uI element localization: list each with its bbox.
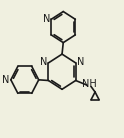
Text: N: N (40, 57, 47, 67)
Text: N: N (2, 75, 10, 85)
Text: NH: NH (82, 79, 96, 89)
Text: N: N (77, 57, 84, 67)
Text: N: N (43, 14, 50, 24)
